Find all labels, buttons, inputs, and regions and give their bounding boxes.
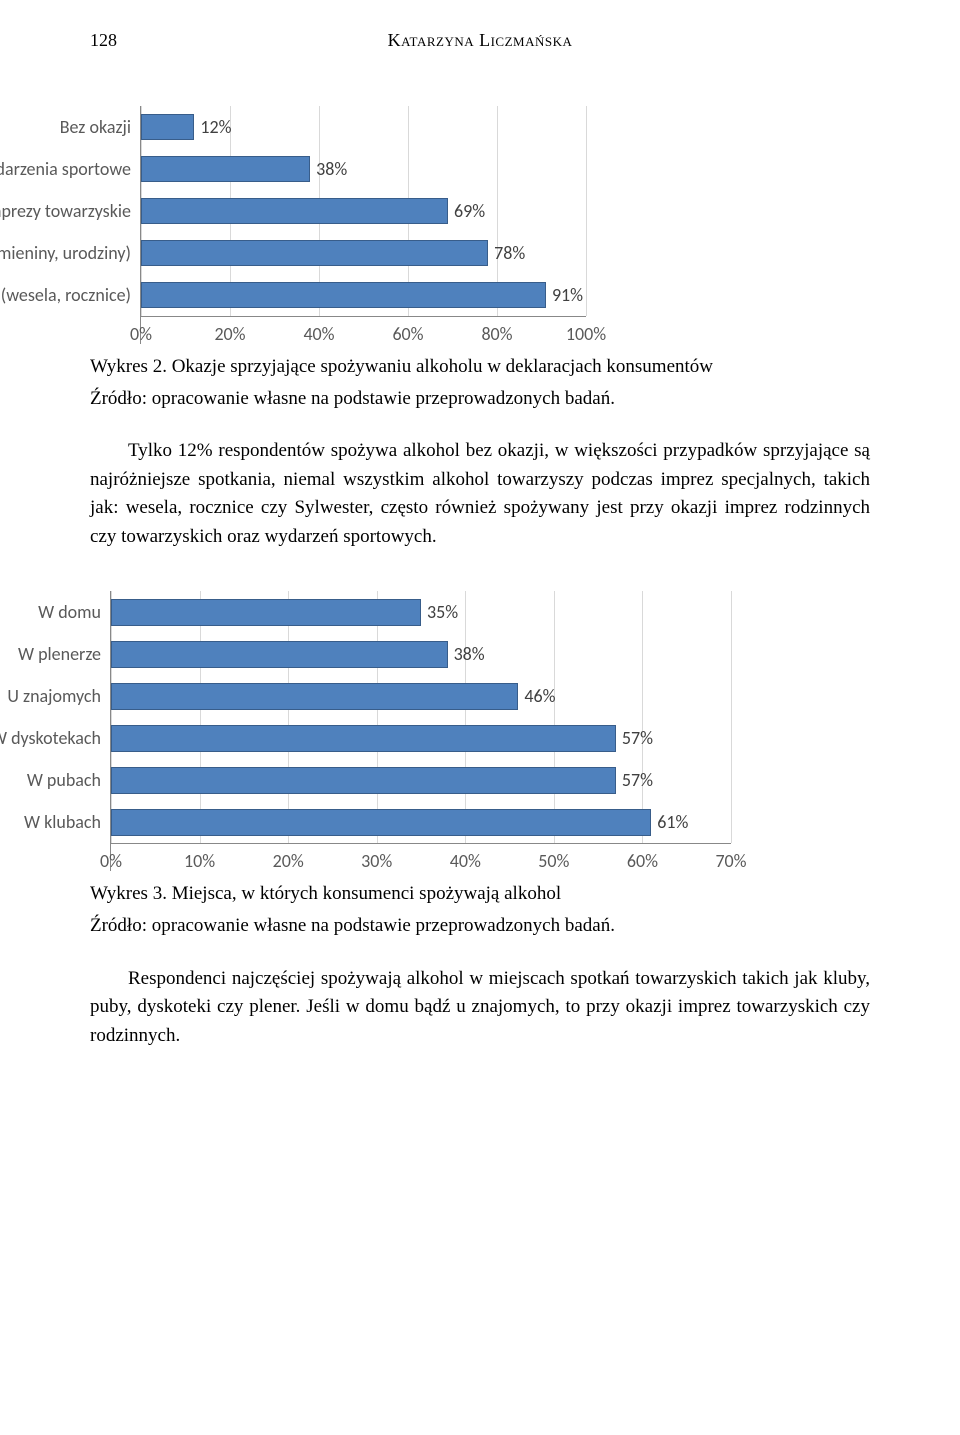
chart-bar-label: 12% (194, 116, 231, 138)
chart-x-tick: 60% (627, 850, 658, 872)
chart-row: W pubach57% (111, 759, 731, 801)
chart-x-tick: 70% (715, 850, 746, 872)
chart-row: W klubach61% (111, 801, 731, 843)
chart-row: W plenerze38% (111, 633, 731, 675)
chart-category-label: Bez okazji (60, 116, 141, 138)
chart-row: Imprezy towarzyskie69% (141, 190, 586, 232)
chart-bar (141, 240, 488, 267)
chart-bar-label: 57% (616, 769, 653, 791)
chart-bar-label: 61% (651, 811, 688, 833)
chart-bar-label: 78% (488, 242, 525, 264)
chart-row: U znajomych46% (111, 675, 731, 717)
chart-category-label: Imprezy towarzyskie (0, 200, 141, 222)
chart-bar-label: 69% (448, 200, 485, 222)
page-header: 128 Katarzyna Liczmańska 128 (90, 30, 870, 51)
chart-x-tick: 0% (100, 850, 122, 872)
chart-x-tick: 10% (184, 850, 215, 872)
chart-x-tick: 80% (481, 323, 512, 345)
chart-bar-label: 57% (616, 727, 653, 749)
chart-x-tick: 20% (214, 323, 245, 345)
chart-bar (141, 114, 194, 141)
chart-x-tick: 60% (392, 323, 423, 345)
chart-bar (111, 683, 518, 710)
chart-x-tick: 100% (566, 323, 606, 345)
chart-bar-label: 91% (546, 284, 583, 306)
chart-bar (111, 767, 616, 794)
chart-x-tick: 50% (538, 850, 569, 872)
chart-bar (111, 809, 651, 836)
chart-row: Bez okazji12% (141, 106, 586, 148)
chart-x-tick: 40% (450, 850, 481, 872)
chart-category-label: Wydarzenia sportowe (0, 158, 141, 180)
chart-2-caption: Wykres 3. Miejsca, w których konsumenci … (90, 881, 870, 907)
chart-bar (111, 599, 421, 626)
page-number: 128 (90, 30, 117, 51)
chart-bar (141, 198, 448, 225)
chart-row: W domu35% (111, 591, 731, 633)
chart-category-label: W klubach (24, 811, 111, 833)
chart-1: Bez okazji12%Wydarzenia sportowe38%Impre… (140, 106, 870, 344)
chart-category-label: Imprezy rodzinne (imieniny, urodziny) (0, 242, 141, 264)
chart-bar (141, 282, 546, 309)
chart-bar-label: 38% (448, 643, 485, 665)
chart-category-label: W domu (38, 601, 111, 623)
chart-x-tick: 40% (303, 323, 334, 345)
chart-2-plot: W domu35%W plenerze38%U znajomych46%W dy… (110, 591, 730, 871)
chart-category-label: W plenerze (18, 643, 111, 665)
chart-bar (111, 725, 616, 752)
chart-category-label: W dyskotekach (0, 727, 111, 749)
chart-bar (141, 156, 310, 183)
chart-bar (111, 641, 448, 668)
chart-row: Imprezy rodzinne (imieniny, urodziny)78% (141, 232, 586, 274)
chart-x-tick: 0% (130, 323, 152, 345)
chart-bar-label: 35% (421, 601, 458, 623)
chart-x-tick: 20% (273, 850, 304, 872)
chart-1-plot: Bez okazji12%Wydarzenia sportowe38%Impre… (140, 106, 585, 344)
chart-1-source: Źródło: opracowanie własne na podstawie … (90, 386, 870, 412)
chart-category-label: W pubach (27, 769, 111, 791)
paragraph-1: Tylko 12% respondentów spożywa alkohol b… (90, 437, 870, 551)
page-author: Katarzyna Liczmańska (388, 30, 573, 51)
chart-row: Wydarzenia sportowe38% (141, 148, 586, 190)
chart-category-label: Imprezy specjalne (wesela, rocznice) (0, 284, 141, 306)
chart-row: W dyskotekach57% (111, 717, 731, 759)
chart-1-caption: Wykres 2. Okazje sprzyjające spożywaniu … (90, 354, 870, 380)
chart-x-tick: 30% (361, 850, 392, 872)
chart-row: Imprezy specjalne (wesela, rocznice)91% (141, 274, 586, 316)
chart-category-label: U znajomych (7, 685, 111, 707)
chart-2: W domu35%W plenerze38%U znajomych46%W dy… (110, 591, 870, 871)
chart-bar-label: 38% (310, 158, 347, 180)
chart-2-source: Źródło: opracowanie własne na podstawie … (90, 913, 870, 939)
paragraph-2: Respondenci najczęściej spożywają alkoho… (90, 965, 870, 1051)
chart-bar-label: 46% (518, 685, 555, 707)
